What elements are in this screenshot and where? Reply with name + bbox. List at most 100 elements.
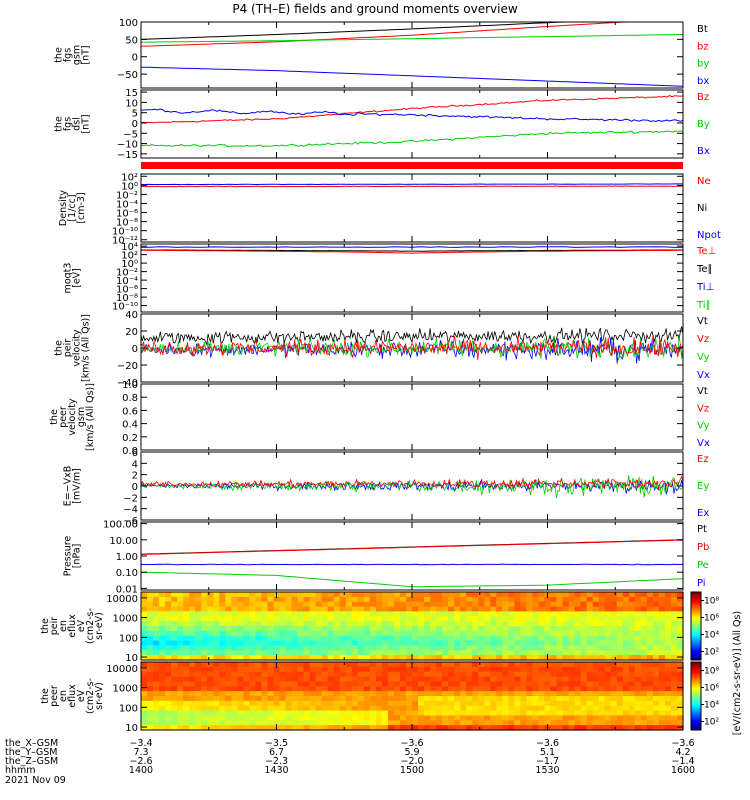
spectrogram-cell (309, 650, 317, 656)
spectrogram-cell (652, 650, 660, 656)
spectrogram-cell (664, 662, 672, 668)
spectrogram-cell (297, 635, 305, 642)
spectrogram-cell (664, 725, 672, 731)
spectrogram-cell (406, 681, 413, 687)
spectrogram-cell (327, 655, 335, 661)
spectrogram-cell (412, 655, 419, 661)
spectrogram-cell (508, 601, 515, 608)
spectrogram-cell (375, 710, 383, 717)
spectrogram-cell (321, 662, 329, 668)
spectrogram-cell (393, 720, 401, 726)
spectrogram-cell (424, 655, 431, 661)
spectrogram-cell (375, 696, 383, 702)
spectrogram-cell (309, 691, 317, 697)
spectrogram-cell (183, 662, 190, 668)
spectrogram-cell (652, 715, 660, 721)
spectrogram-cell (189, 696, 196, 702)
spectrogram-cell (568, 671, 576, 678)
spectrogram-cell (381, 676, 389, 683)
spectrogram-cell (315, 700, 323, 707)
spectrogram-cell (671, 662, 678, 668)
spectrogram-cell (183, 640, 190, 647)
spectrogram-cell (490, 700, 497, 707)
spectrogram-cell (201, 635, 208, 642)
spectrogram-cell (628, 691, 636, 697)
spectrogram-cell (237, 601, 244, 608)
spectrogram-cell (478, 635, 485, 642)
spectrogram-cell (628, 710, 636, 717)
spectrogram-cell (562, 640, 570, 647)
spectrogram-cell (520, 686, 527, 692)
spectrogram-cell (574, 596, 582, 603)
spectrogram-cell (249, 671, 256, 678)
spectrogram-cell (279, 621, 287, 627)
spectrogram-cell (496, 700, 503, 707)
spectrogram-cell (418, 640, 425, 647)
legend-label: Pe (697, 560, 709, 571)
spectrogram-cell (291, 696, 299, 702)
spectrogram-cell (177, 696, 184, 702)
spectrogram-cell (610, 705, 618, 712)
spectrogram-cell (219, 662, 226, 668)
colorbar-cell (691, 651, 701, 654)
spectrogram-cell (327, 611, 335, 617)
spectrogram-cell (171, 650, 178, 656)
y-tick-label: 1.0 (122, 380, 138, 391)
spectrogram-cell (598, 606, 606, 613)
spectrogram-cell (466, 666, 473, 673)
spectrogram-cell (418, 725, 425, 731)
spectrogram-cell (622, 616, 630, 622)
spectrogram-cell (297, 621, 305, 627)
spectrogram-cell (381, 725, 389, 731)
spectrogram-cell (466, 720, 473, 726)
spectrogram-cell (640, 606, 648, 613)
x-annotation-value: −2.6 (129, 756, 152, 767)
spectrogram-cell (393, 686, 401, 692)
spectrogram-cell (586, 601, 594, 608)
spectrogram-cell (424, 691, 431, 697)
colorbar-cell (691, 626, 701, 629)
spectrogram-cell (538, 630, 546, 637)
spectrogram-cell (159, 611, 166, 617)
spectrogram-cell (658, 666, 666, 673)
spectrogram-cell (321, 601, 329, 608)
spectrogram-cell (580, 720, 588, 726)
spectrogram-cell (147, 662, 154, 668)
spectrogram-cell (213, 666, 220, 673)
spectrogram-cell (333, 650, 341, 656)
spectrogram-cell (664, 606, 672, 613)
spectrogram-cell (165, 640, 172, 647)
spectrogram-cell (333, 691, 341, 697)
spectrogram-cell (562, 592, 570, 598)
spectrogram-cell (369, 640, 377, 647)
spectrogram-cell (526, 725, 533, 731)
spectrogram-cell (640, 626, 648, 632)
spectrogram-cell (207, 710, 214, 717)
spectrogram-cell (183, 635, 190, 642)
spectrogram-cell (610, 681, 618, 687)
spectrogram-cell (460, 710, 467, 717)
spectrogram-cell (291, 725, 299, 731)
y-tick-label: 10⁻¹⁰ (112, 302, 138, 313)
spectrogram-cell (207, 705, 214, 712)
legend-label: Npot (697, 230, 721, 241)
spectrogram-cell (490, 710, 497, 717)
spectrogram-cell (442, 616, 449, 622)
spectrogram-cell (532, 650, 539, 656)
spectrogram-cell (412, 626, 419, 632)
spectrogram-cell (225, 611, 232, 617)
spectrogram-cell (327, 606, 335, 613)
y-tick-label: 10⁻⁶ (116, 285, 138, 296)
spectrogram-cell (634, 640, 642, 647)
spectrogram-cell (448, 725, 455, 731)
spectrogram-cell (514, 655, 521, 661)
spectrogram-cell (141, 681, 148, 687)
spectrogram-cell (273, 596, 281, 603)
legend-label: Ne (697, 176, 711, 187)
spectrogram-cell (671, 635, 678, 642)
spectrogram-cell (526, 626, 533, 632)
spectrogram-cell (327, 671, 335, 678)
spectrogram-cell (526, 650, 533, 656)
spectrogram-cell (333, 606, 341, 613)
spectrogram-cell (249, 676, 256, 683)
